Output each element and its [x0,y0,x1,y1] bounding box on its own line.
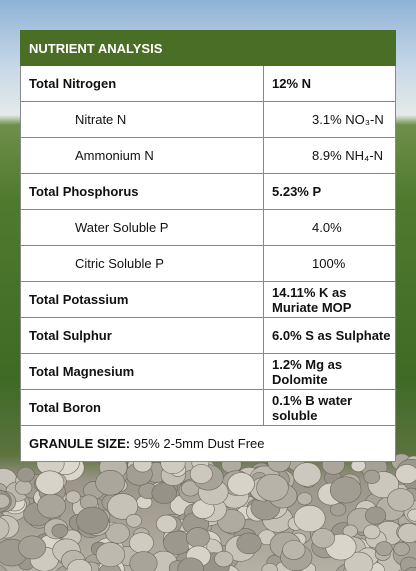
nutrient-card: NUTRIENT ANALYSIS Total Nitrogen 12% N Nit… [20,30,396,462]
granule [387,488,415,512]
granule [344,551,374,571]
granule [129,551,158,571]
granule [65,490,81,504]
nutrient-name: Water Soluble P [20,209,264,246]
granule [105,522,130,544]
granule [37,493,66,519]
granule [156,514,178,533]
granule [395,464,416,485]
nutrient-value: 12% N [263,65,396,102]
granule [14,480,33,495]
granule [18,535,47,560]
granule [407,508,416,522]
table-body: Total Nitrogen 12% N Nitrate N 3.1% NO₃-N Am… [20,65,396,462]
granule [293,505,326,533]
nutrient-row: Total Sulphur 6.0% S as Sulphate [20,317,396,354]
granule [375,541,393,556]
nutrient-name: Total Phosphorus [20,173,264,210]
granule [0,493,11,509]
granule [189,464,213,484]
granule [256,473,289,502]
nutrient-value: 1.2% Mg as Dolomite [263,353,396,390]
granule [16,466,35,483]
nutrient-row: Total Boron 0.1% B water soluble [20,389,396,426]
granule [125,513,142,528]
granule [129,532,154,554]
nutrient-value: 4.0% [263,209,396,246]
granule [329,476,362,504]
footer-cell: GRANULE SIZE: 95% 2-5mm Dust Free [20,425,396,462]
nutrient-name: Citric Soluble P [20,245,264,282]
component-row: Nitrate N 3.1% NO₃-N [20,101,396,138]
header-row: NUTRIENT ANALYSIS [20,30,396,66]
nutrient-row: Total Phosphorus 5.23% P [20,173,396,210]
nutrient-value: 3.1% NO₃-N [263,101,396,138]
granule [51,523,69,538]
nutrient-value: 6.0% S as Sulphate [263,317,396,354]
table-title: NUTRIENT ANALYSIS [20,30,396,66]
nutrient-value: 0.1% B water soluble [263,389,396,426]
nutrient-name: Total Magnesium [20,353,264,390]
nutrient-name: Total Potassium [20,281,264,318]
nutrient-name: Nitrate N [20,101,264,138]
footer-label: GRANULE SIZE: [29,436,131,451]
granule [227,472,255,496]
footer-value: 95% 2-5mm Dust Free [133,436,265,451]
granule [177,557,204,571]
granule [311,528,335,549]
granule [363,524,381,540]
nutrient-name: Total Sulphur [20,317,264,354]
granule [292,462,322,487]
component-row: Citric Soluble P 100% [20,245,396,282]
granule [95,470,126,496]
granule [186,527,210,548]
granule [397,523,416,543]
granule [35,470,65,496]
granule [404,566,416,571]
granule [214,550,234,568]
nutrient-name: Total Nitrogen [20,65,264,102]
granule [297,492,313,506]
granule [0,516,10,540]
granule [95,542,125,568]
nutrient-table: NUTRIENT ANALYSIS Total Nitrogen 12% N Nit… [20,30,396,462]
granule [363,469,381,484]
component-row: Water Soluble P 4.0% [20,209,396,246]
nutrient-name: Ammonium N [20,137,264,174]
granule [0,564,7,571]
granule [76,506,109,535]
nutrient-value: 100% [263,245,396,282]
nutrient-value: 14.11% K as Muriate MOP [263,281,396,318]
granule [393,541,410,556]
granule [107,493,139,520]
granule [282,540,306,560]
footer-row: GRANULE SIZE: 95% 2-5mm Dust Free [20,425,396,462]
granule [364,506,387,525]
granule [261,563,278,571]
nutrient-name: Total Boron [20,389,264,426]
nutrient-value: 5.23% P [263,173,396,210]
granule [236,532,262,555]
nutrient-row: Total Potassium 14.11% K as Muriate MOP [20,281,396,318]
granule [66,559,93,571]
component-row: Ammonium N 8.9% NH₄-N [20,137,396,174]
nutrient-value: 8.9% NH₄-N [263,137,396,174]
nutrient-row: Total Magnesium 1.2% Mg as Dolomite [20,353,396,390]
granule [151,482,177,504]
nutrient-row: Total Nitrogen 12% N [20,65,396,102]
